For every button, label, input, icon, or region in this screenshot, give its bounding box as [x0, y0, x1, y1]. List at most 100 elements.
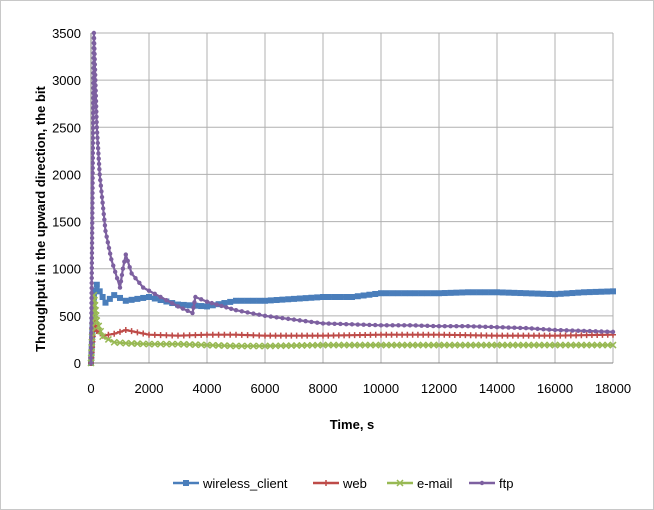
x-axis-title: Time, s — [330, 417, 375, 432]
data-point — [226, 342, 234, 350]
data-point — [151, 331, 158, 338]
data-point — [163, 332, 170, 339]
data-point — [304, 332, 311, 339]
data-point — [378, 331, 384, 338]
data-point — [407, 290, 413, 297]
data-point — [373, 322, 378, 328]
data-point — [540, 341, 548, 349]
data-point — [233, 331, 239, 338]
data-point — [109, 257, 114, 262]
data-point — [598, 341, 606, 349]
data-point — [266, 342, 274, 350]
data-point — [90, 145, 96, 151]
data-point — [104, 335, 112, 343]
data-point — [482, 341, 490, 349]
data-point — [272, 332, 279, 339]
legend: wireless_client web e-mail ftp — [173, 476, 513, 491]
data-point — [384, 323, 389, 328]
data-point — [91, 30, 97, 36]
data-point — [471, 324, 476, 329]
data-point — [378, 323, 384, 328]
data-point — [198, 303, 205, 310]
data-point — [367, 331, 374, 338]
data-point — [390, 323, 395, 328]
data-point — [552, 291, 558, 298]
data-point — [185, 308, 190, 314]
data-point — [94, 130, 100, 135]
data-point — [325, 294, 332, 300]
data-point — [232, 342, 240, 350]
data-point — [120, 266, 126, 271]
x-tick-label: 12000 — [421, 381, 457, 396]
data-point — [287, 342, 295, 350]
data-point — [418, 290, 425, 297]
data-point — [409, 331, 416, 338]
data-point — [587, 328, 592, 334]
data-point — [122, 259, 127, 264]
data-point — [134, 295, 141, 302]
data-point — [118, 279, 124, 284]
data-point — [93, 83, 98, 88]
data-point — [456, 341, 464, 349]
data-point — [100, 206, 106, 211]
data-point — [298, 341, 306, 349]
x-tick-label: 18000 — [595, 381, 631, 396]
data-point — [338, 321, 343, 327]
data-point — [90, 115, 96, 121]
data-point — [90, 150, 96, 156]
data-point — [457, 332, 464, 339]
data-point — [139, 340, 147, 348]
data-point — [274, 315, 279, 320]
data-point — [519, 341, 527, 349]
data-point — [454, 324, 459, 329]
data-point — [227, 331, 234, 338]
data-point — [546, 341, 554, 349]
data-point — [442, 324, 447, 329]
data-point — [190, 310, 195, 316]
data-point — [88, 355, 94, 361]
data-point — [95, 146, 101, 151]
data-point — [372, 331, 379, 338]
axes — [90, 33, 613, 364]
data-point — [330, 332, 337, 339]
data-point — [609, 341, 617, 349]
data-point — [90, 140, 96, 146]
data-point — [94, 125, 100, 130]
data-point — [349, 294, 355, 300]
legend-label: web — [342, 476, 367, 491]
data-point — [424, 290, 431, 297]
data-point — [425, 331, 432, 338]
y-tick-label: 3000 — [52, 73, 81, 88]
data-point — [279, 296, 286, 303]
data-point — [546, 290, 553, 297]
data-point — [89, 280, 94, 286]
data-point — [199, 297, 204, 302]
data-point — [356, 332, 363, 339]
data-point — [472, 341, 480, 349]
data-point — [518, 325, 523, 331]
data-point — [99, 189, 104, 194]
y-tick-label: 0 — [74, 356, 81, 371]
data-point — [563, 290, 570, 297]
data-point — [105, 331, 112, 338]
data-point — [262, 313, 268, 319]
data-point — [514, 341, 522, 349]
data-point — [93, 281, 100, 288]
data-point — [430, 290, 437, 297]
data-point — [244, 297, 251, 304]
data-point — [489, 324, 494, 330]
data-point — [546, 332, 553, 339]
data-point — [89, 275, 94, 281]
data-point — [557, 332, 564, 339]
data-point — [605, 329, 610, 334]
data-point — [476, 289, 483, 296]
data-point — [221, 331, 228, 338]
data-point — [540, 290, 547, 297]
data-point — [94, 109, 99, 114]
data-point — [332, 321, 337, 326]
data-point — [288, 332, 295, 339]
data-point — [119, 272, 125, 278]
data-point — [525, 332, 532, 339]
data-point — [129, 271, 134, 276]
data-point — [576, 328, 581, 333]
